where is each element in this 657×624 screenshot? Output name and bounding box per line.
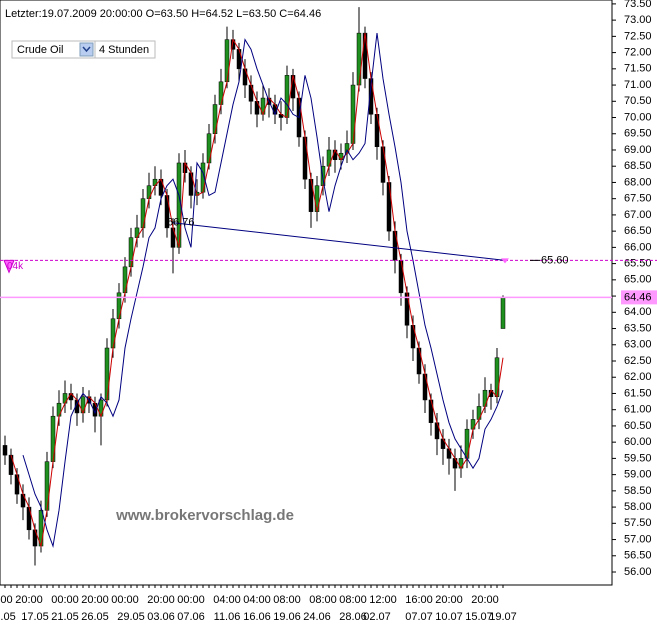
- last-price-label: 64.46: [624, 291, 652, 303]
- y-tick-label: 68.50: [624, 160, 652, 172]
- x-tick-label: 12:00: [369, 594, 397, 606]
- x-tick-label: 00:00: [177, 594, 205, 606]
- x-date-label: 21.05: [51, 611, 79, 623]
- y-tick-label: 69.00: [624, 144, 652, 156]
- x-date-label: 24.06: [303, 611, 331, 623]
- x-date-label: 15.07: [465, 611, 493, 623]
- trendline: [172, 222, 506, 261]
- x-tick-label: :00: [0, 594, 13, 606]
- x-date-label: 11.06: [214, 611, 241, 623]
- y-tick-label: 62.50: [624, 355, 652, 367]
- x-date-label: 07.06: [177, 611, 205, 623]
- trendline-end-marker: [501, 258, 509, 264]
- x-tick-label: 20:00: [435, 594, 463, 606]
- x-tick-label: 04:00: [243, 594, 271, 606]
- x-date-label: 02.07: [363, 611, 391, 623]
- ma-line: [22, 33, 504, 548]
- watermark: www.brokervorschlag.de: [115, 507, 294, 524]
- y-tick-label: 68.00: [624, 176, 652, 188]
- x-tick-label: 20:00: [81, 594, 109, 606]
- y-tick-label: 62.00: [624, 371, 652, 383]
- trendline-start-label: 66.76: [167, 217, 195, 229]
- x-date-label: 19.07: [489, 611, 517, 623]
- y-tick-label: 58.50: [624, 485, 652, 497]
- y-tick-label: 57.50: [624, 517, 652, 529]
- y-tick-label: 67.50: [624, 193, 652, 205]
- dropdown-arrow: [82, 46, 91, 53]
- y-tick-label: 67.00: [624, 209, 652, 221]
- y-tick-label: 70.50: [624, 95, 652, 107]
- x-tick-label: 20:00: [15, 594, 43, 606]
- y-tick-label: 63.00: [624, 339, 652, 351]
- y-tick-label: 72.50: [624, 30, 652, 42]
- alert-label: 04k: [7, 261, 24, 272]
- alert-marker: [3, 259, 15, 274]
- x-date-label: 16.06: [243, 611, 271, 623]
- y-tick-label: 70.00: [624, 111, 652, 123]
- y-tick-label: 60.50: [624, 420, 652, 432]
- x-tick-label: 20:00: [147, 594, 175, 606]
- y-tick-label: 73.00: [624, 14, 652, 26]
- x-tick-label: 08:00: [339, 594, 367, 606]
- x-tick-label: 08:00: [309, 594, 337, 606]
- y-tick-label: 61.00: [624, 404, 652, 416]
- x-tick-label: 04:00: [213, 594, 241, 606]
- symbol-label: Crude Oil: [17, 44, 63, 56]
- y-tick-label: 64.00: [624, 306, 652, 318]
- y-tick-label: 59.00: [624, 469, 652, 481]
- x-date-label: 29.05: [117, 611, 145, 623]
- y-tick-label: 59.50: [624, 452, 652, 464]
- y-tick-label: 56.00: [624, 566, 652, 578]
- y-tick-label: 71.50: [624, 63, 652, 75]
- y-tick-label: 73.50: [624, 0, 652, 10]
- y-tick-label: 66.00: [624, 241, 652, 253]
- x-tick-label: 08:00: [273, 594, 301, 606]
- x-date-label: 19.06: [273, 611, 301, 623]
- trendline-end-label: 65.60: [541, 254, 569, 266]
- y-tick-label: 63.50: [624, 322, 652, 334]
- y-tick-label: 65.50: [624, 258, 652, 270]
- y-tick-label: 60.00: [624, 436, 652, 448]
- interval-label: 4 Stunden: [99, 44, 149, 56]
- x-tick-label: 00:00: [111, 594, 139, 606]
- plot-frame: [0, 0, 613, 586]
- interval-select[interactable]: [94, 40, 156, 59]
- y-tick-label: 69.50: [624, 128, 652, 140]
- candle-body: [2, 445, 8, 456]
- y-tick-label: 58.00: [624, 501, 652, 513]
- x-date-label: 28.06: [339, 611, 367, 623]
- x-date-label: 03.06: [147, 611, 175, 623]
- x-date-label: 3.05: [0, 611, 16, 623]
- x-date-label: 26.05: [81, 611, 109, 623]
- y-tick-label: 72.00: [624, 46, 652, 58]
- dropdown-button[interactable]: [79, 42, 94, 57]
- x-date-label: 17.05: [21, 611, 49, 623]
- x-tick-label: 16:00: [405, 594, 433, 606]
- candle-body: [500, 297, 506, 329]
- y-tick-label: 61.50: [624, 387, 652, 399]
- x-date-label: 10.07: [435, 611, 463, 623]
- y-tick-label: 57.00: [624, 533, 652, 545]
- y-tick-label: 56.50: [624, 550, 652, 562]
- y-tick-label: 65.00: [624, 274, 652, 286]
- x-tick-label: 00:00: [51, 594, 79, 606]
- chart-title: Letzter:19.07.2009 20:00:00 O=63.50 H=64…: [5, 8, 321, 20]
- y-tick-label: 71.00: [624, 79, 652, 91]
- x-tick-label: 20:00: [471, 594, 499, 606]
- x-date-label: 07.07: [405, 611, 433, 623]
- ma-line: [10, 33, 504, 548]
- last-price-box: [621, 290, 657, 305]
- y-tick-label: 66.50: [624, 225, 652, 237]
